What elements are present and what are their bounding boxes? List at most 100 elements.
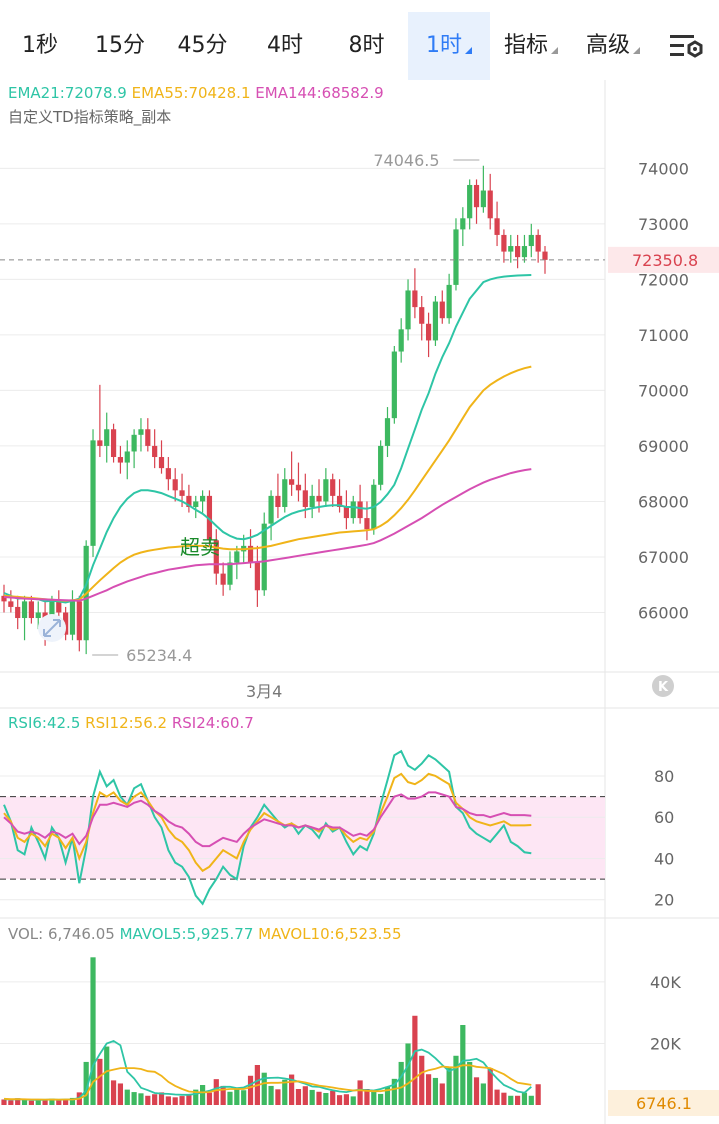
volume-bar [145,1096,150,1105]
volume-bar [132,1092,137,1105]
candle-body [152,446,157,457]
candle-body [179,490,184,496]
price-axis-label: 71000 [638,326,689,345]
candle-body [296,485,301,491]
volume-bar [323,1093,328,1105]
candle-body [501,235,506,252]
volume-bar [330,1091,335,1105]
volume-bar [501,1093,506,1105]
candle-body [433,302,438,341]
candle-body [159,457,164,468]
high-price-label: 74046.5 [373,151,439,170]
volume-bar [200,1085,205,1105]
price-axis-label: 66000 [638,603,689,622]
volume-bar [522,1093,527,1105]
price-axis-label: 68000 [638,492,689,511]
candle-body [385,418,390,446]
price-axis-label: 72000 [638,270,689,289]
candle-body [330,479,335,496]
candle-body [474,185,479,207]
volume-bar [303,1086,308,1105]
volume-bar [337,1095,342,1105]
volume-bar [371,1091,376,1105]
volume-bar [125,1090,130,1105]
price-axis-label: 70000 [638,381,689,400]
candle-body [166,468,171,479]
candle-body [316,496,321,502]
volume-bar [97,1059,102,1105]
candle-body [104,429,109,446]
rsi-axis-label: 40 [654,849,674,868]
candle-body [262,524,267,591]
mavol-line-mavol5 [4,1041,531,1100]
price-axis-label: 74000 [638,159,689,178]
candle-body [36,612,41,618]
low-price-label: 65234.4 [126,646,192,665]
candle-body [488,191,493,219]
volume-bar [173,1097,178,1105]
ema-line-ema55 [4,367,531,601]
volume-bar [378,1094,383,1105]
candle-body [268,496,273,524]
candle-body [508,246,513,252]
candle-body [426,324,431,341]
volume-bar [248,1076,253,1105]
volume-bar [296,1089,301,1105]
candle-body [8,601,13,607]
volume-bar [405,1043,410,1105]
oversold-annotation: 超卖 [180,535,220,559]
volume-bar [399,1062,404,1105]
candle-body [481,191,486,208]
candle-body [118,457,123,463]
rsi-axis-label: 60 [654,808,674,827]
volume-bar [351,1096,356,1105]
volume-bar [268,1086,273,1105]
candle-body [29,601,34,618]
volume-bar [467,1062,472,1105]
volume-bar [36,1100,41,1105]
volume-bar [344,1094,349,1105]
candle-body [97,440,102,446]
candle-body [227,563,232,585]
candle-body [138,429,143,435]
candle-body [56,601,61,612]
volume-bar [515,1096,520,1105]
volume-bar [111,1080,116,1105]
candle-body [303,490,308,507]
volume-axis-label: 40K [650,973,681,992]
volume-bar [234,1088,239,1105]
candle-body [364,518,369,529]
volume-axis-label: 20K [650,1034,681,1053]
volume-bar [282,1080,287,1105]
ema-line-ema21 [4,275,531,603]
volume-bar [481,1083,486,1105]
candle-body [173,479,178,490]
candle-body [145,429,150,446]
volume-bar [275,1089,280,1105]
volume-bar [152,1094,157,1105]
candle-body [132,435,137,452]
candle-body [344,507,349,518]
candle-body [200,496,205,502]
candle-body [111,429,116,457]
kline-chart[interactable]: 6600067000680006900070000710007200073000… [0,0,719,1124]
candle-body [453,229,458,285]
volume-bar [22,1100,27,1105]
volume-bar [63,1100,68,1105]
volume-bar [412,1016,417,1105]
candle-body [323,479,328,501]
volume-bar [433,1078,438,1105]
volume-bar [419,1056,424,1105]
volume-bar [310,1090,315,1105]
candle-body [77,601,82,640]
candle-body [255,563,260,591]
candle-body [125,451,130,462]
last-volume-label: 6746.1 [636,1094,692,1113]
volume-bar [536,1084,541,1105]
volume-bar [358,1080,363,1105]
candle-body [70,601,75,634]
candle-body [522,246,527,257]
volume-bar [494,1090,499,1105]
candle-body [419,307,424,324]
volume-bar [104,1047,109,1105]
